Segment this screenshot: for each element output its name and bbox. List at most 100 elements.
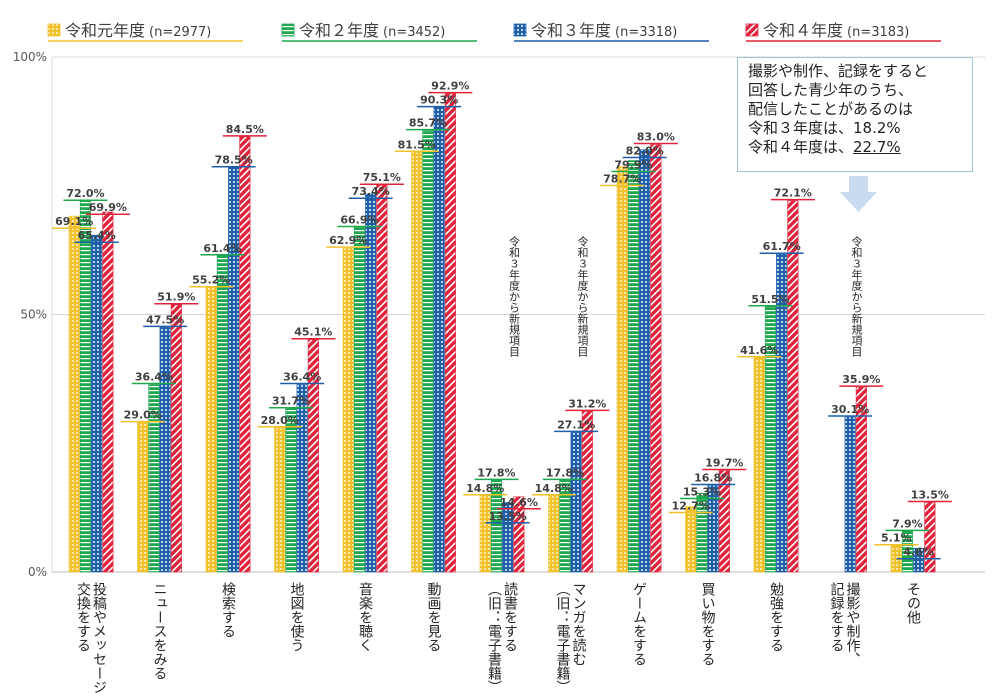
y-tick-label: 50% [20, 308, 47, 322]
data-label: 4.6% [903, 546, 934, 559]
callout-box: 撮影や制作、記録をすると 回答した青少年のうち、 配信したことがあるのは 令和３… [737, 57, 973, 172]
data-label: 35.9% [842, 373, 880, 386]
data-label: 75.1% [363, 171, 401, 184]
data-label: 90.3% [420, 94, 458, 107]
bar [365, 193, 377, 573]
data-label: 84.5% [226, 123, 264, 136]
bar [170, 304, 182, 573]
y-axis-ticks: 0% 50% 100% [13, 50, 47, 579]
data-label: 72.0% [66, 187, 104, 200]
bar [696, 492, 708, 573]
x-tick-label: マンガを読む [571, 582, 587, 666]
data-label: 17.8% [546, 466, 584, 479]
data-label: 45.1% [294, 326, 332, 339]
x-tick-label: （旧：電子書籍） [555, 582, 571, 694]
x-tick-label: その他 [905, 582, 921, 625]
data-label: 61.4% [203, 242, 241, 255]
data-label: 28.0% [261, 414, 299, 427]
data-label: 15.3% [683, 485, 721, 498]
x-tick-label: 読書をする [502, 581, 518, 652]
x-tick-label: 撮影や制作、 [845, 581, 861, 666]
data-label: 66.9% [340, 213, 378, 226]
x-tick-label: 動画を見る [426, 582, 442, 652]
data-label: 85.7% [409, 117, 447, 130]
bar [228, 167, 240, 573]
bar [776, 253, 788, 573]
x-tick-label: 勉強をする [768, 582, 784, 652]
legend-swatch [47, 23, 61, 37]
legend-swatch [745, 23, 759, 37]
bar [342, 247, 354, 573]
bar [548, 495, 560, 573]
bar [353, 227, 366, 573]
bar [502, 502, 514, 573]
x-tick-label: ゲームをする [631, 582, 647, 666]
data-label: 29.0% [124, 409, 162, 422]
data-label: 17.8% [477, 466, 515, 479]
bar [490, 480, 503, 573]
data-labels: 69.1% 72.0% 65.4% 69.9% 29.0% 36.4% 47.5% 51.9%… [52, 80, 952, 560]
bar [718, 470, 730, 573]
x-tick-label: 交換をする [75, 581, 91, 652]
data-label: 78.5% [215, 154, 253, 167]
bar [479, 495, 491, 573]
callout-line: 令和３年度は、18.2% [748, 119, 901, 137]
bar [753, 357, 765, 573]
callout-line: 回答した青少年のうち、 [748, 81, 914, 99]
bar [376, 184, 388, 573]
bar [422, 130, 434, 573]
bar [639, 149, 651, 573]
legend-label: 令和４年度 (n=3183) [763, 21, 909, 40]
bar [570, 432, 582, 573]
bar [616, 166, 628, 573]
bar [913, 548, 925, 573]
bar [559, 480, 571, 573]
callout-line: 配信したことがあるのは [748, 100, 914, 118]
bars [68, 93, 936, 573]
callout-prefix: 令和４年度は、 [748, 138, 854, 156]
data-label: 13.5% [911, 488, 949, 501]
x-tick-label: 音楽を聴く [357, 581, 373, 652]
legend-swatch [513, 23, 527, 37]
x-tick-label: （旧：電子書籍） [486, 582, 502, 694]
bar [79, 200, 91, 573]
data-label: 69.9% [89, 201, 127, 214]
data-label: 69.1% [55, 215, 93, 228]
bar [239, 136, 251, 573]
data-label: 36.4% [283, 371, 321, 384]
bar [707, 485, 719, 573]
data-label: 27.1% [557, 418, 595, 431]
bar [627, 160, 640, 573]
x-tick-label: 地図を使う [289, 582, 305, 652]
bar [205, 287, 217, 573]
bar [274, 427, 286, 573]
data-label: 62.9% [329, 234, 367, 247]
bar [924, 502, 936, 573]
data-label: 14.8% [466, 482, 504, 495]
x-tick-label: 検索する [220, 582, 236, 638]
bar [68, 215, 80, 573]
data-label: 5.1% [881, 532, 912, 545]
data-label: 12.7% [672, 499, 710, 512]
data-label: 81.5% [398, 138, 436, 151]
bar [581, 411, 593, 573]
data-label: 65.4% [78, 229, 116, 242]
bar [411, 151, 423, 573]
data-label: 14.8% [535, 482, 573, 495]
data-label: 16.8% [694, 471, 732, 484]
data-label: 51.5% [751, 293, 789, 306]
bar [433, 106, 445, 573]
data-label: 31.7% [272, 395, 310, 408]
callout-line: 令和４年度は、22.7% [748, 138, 962, 157]
data-label: 55.2% [192, 274, 230, 287]
data-label: 82.0% [626, 145, 664, 158]
bar [787, 200, 799, 573]
data-label: 13.5% [489, 510, 527, 523]
callout-line: 撮影や制作、記録をすると [748, 62, 929, 80]
data-label: 19.7% [705, 457, 743, 470]
data-label: 92.9% [431, 80, 469, 93]
data-label: 83.0% [637, 131, 675, 144]
bar [764, 306, 777, 573]
callout-arrow [840, 176, 877, 212]
